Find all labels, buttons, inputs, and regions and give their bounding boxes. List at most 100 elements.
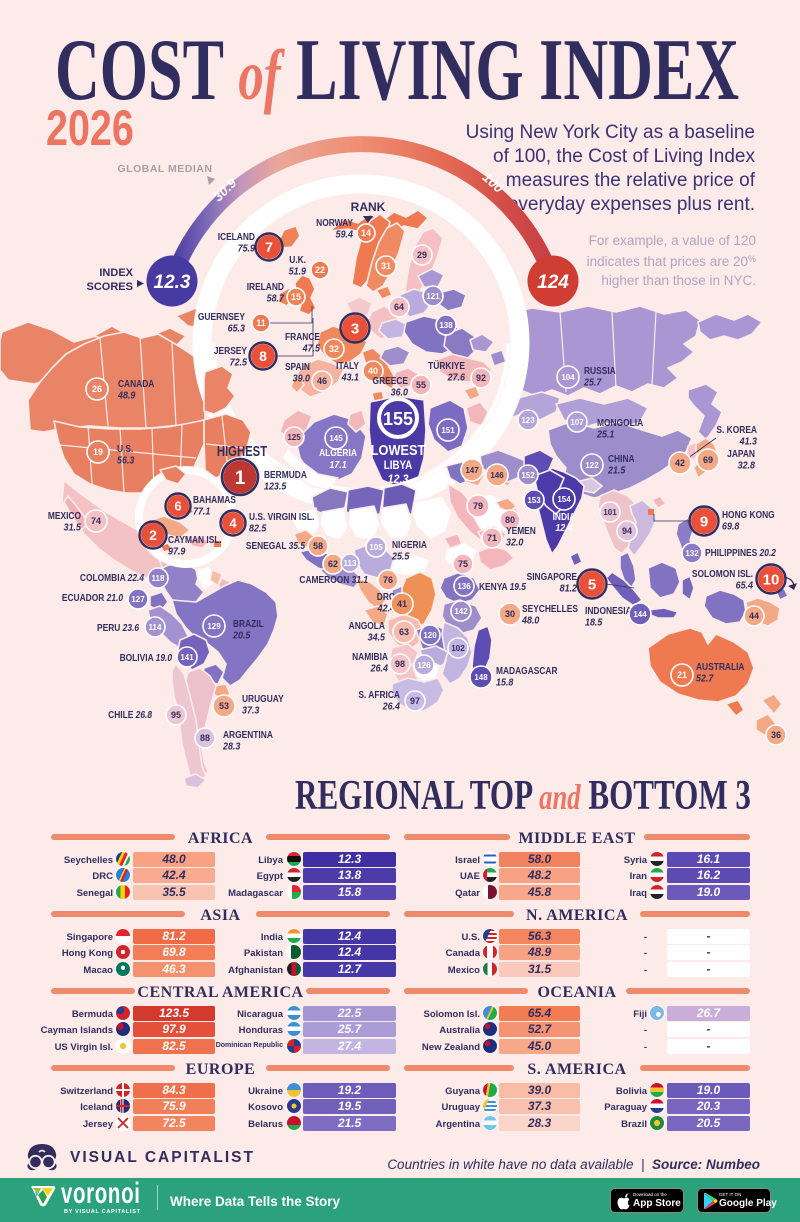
svg-text:152: 152 bbox=[521, 471, 535, 480]
svg-text:120: 120 bbox=[423, 631, 437, 640]
svg-text:SPAIN: SPAIN bbox=[285, 361, 310, 373]
svg-text:155: 155 bbox=[383, 409, 413, 429]
svg-text:56.3: 56.3 bbox=[117, 455, 135, 467]
svg-text:RANK: RANK bbox=[351, 200, 386, 214]
svg-text:46: 46 bbox=[317, 376, 327, 386]
svg-text:121: 121 bbox=[426, 292, 440, 301]
svg-text:CAMEROON 31.1: CAMEROON 31.1 bbox=[299, 574, 368, 586]
svg-text:AUSTRALIA: AUSTRALIA bbox=[696, 661, 745, 673]
svg-text:CANADA: CANADA bbox=[118, 378, 154, 390]
svg-text:RUSSIA: RUSSIA bbox=[584, 365, 616, 377]
svg-text:72.5: 72.5 bbox=[230, 357, 248, 369]
svg-text:32.8: 32.8 bbox=[738, 460, 756, 472]
svg-text:15.8: 15.8 bbox=[496, 677, 514, 689]
svg-text:48.9: 48.9 bbox=[117, 390, 136, 402]
svg-text:NORWAY: NORWAY bbox=[316, 217, 353, 229]
svg-text:U.K.: U.K. bbox=[289, 254, 306, 266]
svg-text:32: 32 bbox=[329, 344, 339, 354]
svg-text:SCORES: SCORES bbox=[87, 281, 133, 293]
svg-text:21: 21 bbox=[677, 670, 687, 680]
svg-text:82.5: 82.5 bbox=[249, 523, 267, 535]
svg-text:151: 151 bbox=[441, 426, 455, 435]
svg-text:44: 44 bbox=[749, 611, 759, 621]
svg-text:88: 88 bbox=[200, 733, 210, 743]
svg-text:41.3: 41.3 bbox=[739, 436, 758, 448]
svg-text:124: 124 bbox=[537, 272, 569, 293]
svg-text:ANGOLA: ANGOLA bbox=[349, 620, 385, 632]
svg-text:ICELAND: ICELAND bbox=[218, 231, 255, 243]
svg-text:77.1: 77.1 bbox=[193, 506, 210, 518]
svg-text:118: 118 bbox=[152, 574, 165, 583]
svg-text:69: 69 bbox=[703, 455, 713, 465]
svg-text:36: 36 bbox=[771, 730, 781, 740]
svg-text:141: 141 bbox=[180, 653, 194, 662]
svg-text:10: 10 bbox=[763, 571, 780, 588]
svg-text:GUERNSEY: GUERNSEY bbox=[198, 311, 246, 323]
svg-text:PERU 23.6: PERU 23.6 bbox=[97, 622, 140, 634]
svg-text:20.5: 20.5 bbox=[232, 630, 251, 642]
svg-text:123.5: 123.5 bbox=[264, 481, 287, 493]
svg-text:29: 29 bbox=[417, 250, 427, 260]
svg-text:6: 6 bbox=[174, 499, 181, 514]
svg-text:17.1: 17.1 bbox=[329, 459, 346, 471]
svg-text:101: 101 bbox=[603, 508, 617, 517]
svg-text:5: 5 bbox=[588, 576, 596, 593]
svg-text:132: 132 bbox=[685, 549, 699, 558]
svg-text:MADAGASCAR: MADAGASCAR bbox=[496, 665, 558, 677]
svg-text:ARGENTINA: ARGENTINA bbox=[223, 729, 273, 741]
svg-text:7: 7 bbox=[265, 239, 273, 255]
svg-text:HIGHEST: HIGHEST bbox=[217, 443, 267, 460]
svg-text:65.4: 65.4 bbox=[736, 580, 754, 592]
svg-text:8: 8 bbox=[259, 348, 267, 364]
svg-text:JERSEY: JERSEY bbox=[214, 345, 248, 357]
svg-text:GLOBAL MEDIAN: GLOBAL MEDIAN bbox=[118, 163, 213, 175]
svg-text:113: 113 bbox=[344, 559, 357, 568]
svg-text:LIBYA: LIBYA bbox=[384, 459, 413, 472]
svg-text:39.0: 39.0 bbox=[293, 373, 311, 385]
svg-text:14: 14 bbox=[361, 228, 371, 238]
svg-text:95: 95 bbox=[171, 710, 181, 720]
svg-text:SENEGAL 35.5: SENEGAL 35.5 bbox=[246, 540, 306, 552]
svg-text:U.S. VIRGIN ISL.: U.S. VIRGIN ISL. bbox=[249, 511, 314, 523]
svg-text:BRAZIL: BRAZIL bbox=[233, 618, 264, 630]
svg-text:97.9: 97.9 bbox=[168, 546, 186, 558]
svg-text:48.0: 48.0 bbox=[521, 615, 540, 627]
svg-text:40: 40 bbox=[368, 366, 378, 376]
svg-text:IRELAND: IRELAND bbox=[247, 281, 284, 293]
svg-text:107: 107 bbox=[570, 418, 584, 427]
svg-text:65.3: 65.3 bbox=[228, 323, 246, 335]
svg-text:2: 2 bbox=[149, 527, 157, 543]
svg-text:28.3: 28.3 bbox=[222, 741, 241, 753]
svg-text:126: 126 bbox=[417, 661, 431, 670]
svg-text:LOWEST: LOWEST bbox=[371, 441, 426, 458]
svg-text:42.4: 42.4 bbox=[377, 603, 396, 615]
svg-text:52.7: 52.7 bbox=[696, 673, 714, 685]
svg-text:154: 154 bbox=[557, 495, 571, 504]
svg-text:INDIA: INDIA bbox=[553, 511, 576, 523]
svg-text:TÜRKIYE: TÜRKIYE bbox=[428, 360, 465, 372]
svg-text:COLOMBIA 22.4: COLOMBIA 22.4 bbox=[80, 572, 145, 584]
svg-text:26.4: 26.4 bbox=[370, 663, 389, 675]
svg-text:51.9: 51.9 bbox=[289, 266, 307, 278]
svg-text:76: 76 bbox=[383, 575, 393, 585]
svg-text:136: 136 bbox=[457, 582, 471, 591]
svg-text:MEXICO: MEXICO bbox=[48, 510, 81, 522]
svg-text:CHINA: CHINA bbox=[608, 453, 635, 465]
svg-text:31.5: 31.5 bbox=[64, 522, 82, 534]
svg-text:URUGUAY: URUGUAY bbox=[242, 693, 284, 705]
svg-text:145: 145 bbox=[329, 434, 343, 443]
svg-text:21.5: 21.5 bbox=[607, 465, 626, 477]
svg-text:94: 94 bbox=[622, 526, 632, 536]
svg-text:92: 92 bbox=[476, 373, 486, 383]
svg-text:75: 75 bbox=[458, 559, 468, 569]
svg-text:INDEX: INDEX bbox=[99, 267, 133, 279]
svg-text:79: 79 bbox=[473, 501, 483, 511]
svg-text:36.0: 36.0 bbox=[391, 387, 409, 399]
svg-text:4: 4 bbox=[229, 516, 237, 531]
svg-text:148: 148 bbox=[474, 673, 488, 682]
svg-text:34.5: 34.5 bbox=[368, 632, 386, 644]
svg-text:64: 64 bbox=[394, 302, 404, 312]
svg-text:55: 55 bbox=[416, 380, 426, 390]
svg-text:43.1: 43.1 bbox=[341, 372, 359, 384]
svg-text:SEYCHELLES: SEYCHELLES bbox=[522, 603, 578, 615]
